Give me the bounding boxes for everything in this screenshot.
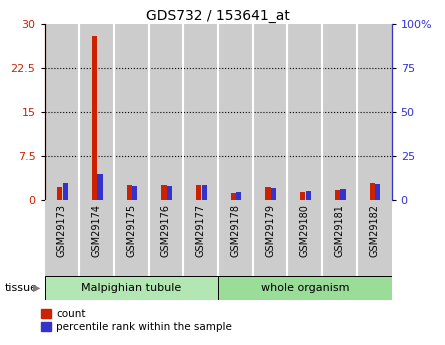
Bar bbox=[132, 186, 138, 200]
Text: GSM29177: GSM29177 bbox=[196, 204, 206, 257]
Bar bbox=[202, 185, 207, 200]
Text: GSM29176: GSM29176 bbox=[161, 204, 171, 257]
Bar bbox=[149, 200, 183, 276]
Bar bbox=[265, 187, 271, 200]
Bar bbox=[44, 24, 79, 200]
Bar bbox=[183, 24, 218, 200]
Bar bbox=[114, 200, 149, 276]
Bar bbox=[340, 189, 346, 200]
Bar bbox=[218, 276, 392, 300]
Legend: count, percentile rank within the sample: count, percentile rank within the sample bbox=[41, 309, 232, 332]
Bar bbox=[57, 187, 62, 200]
Text: GSM29174: GSM29174 bbox=[92, 204, 101, 257]
Bar bbox=[322, 24, 357, 200]
Bar bbox=[44, 276, 218, 300]
Bar bbox=[167, 186, 172, 200]
Bar bbox=[63, 183, 68, 200]
Bar bbox=[322, 200, 357, 276]
Text: GSM29180: GSM29180 bbox=[300, 204, 310, 257]
Text: GSM29175: GSM29175 bbox=[126, 204, 136, 257]
Bar bbox=[79, 200, 114, 276]
Bar bbox=[236, 192, 242, 200]
Bar bbox=[79, 24, 114, 200]
Bar bbox=[357, 200, 392, 276]
Bar bbox=[114, 24, 149, 200]
Text: ▶: ▶ bbox=[33, 283, 41, 293]
Text: tissue: tissue bbox=[4, 283, 37, 293]
Bar bbox=[253, 24, 287, 200]
Text: GSM29173: GSM29173 bbox=[57, 204, 67, 257]
Bar bbox=[335, 189, 340, 200]
Bar bbox=[183, 200, 218, 276]
Text: GSM29178: GSM29178 bbox=[231, 204, 240, 257]
Bar bbox=[97, 174, 103, 200]
Bar bbox=[126, 186, 132, 200]
Bar bbox=[375, 184, 380, 200]
Bar bbox=[218, 24, 253, 200]
Bar bbox=[231, 193, 236, 200]
Bar bbox=[92, 36, 97, 200]
Bar bbox=[271, 188, 276, 200]
Bar bbox=[253, 200, 287, 276]
Title: GDS732 / 153641_at: GDS732 / 153641_at bbox=[146, 9, 290, 23]
Bar bbox=[44, 200, 79, 276]
Bar bbox=[161, 186, 166, 200]
Text: Malpighian tubule: Malpighian tubule bbox=[81, 283, 182, 293]
Bar bbox=[306, 191, 311, 200]
Bar bbox=[44, 276, 218, 300]
Bar bbox=[149, 24, 183, 200]
Text: GSM29179: GSM29179 bbox=[265, 204, 275, 257]
Text: GSM29181: GSM29181 bbox=[335, 204, 344, 257]
Text: GSM29182: GSM29182 bbox=[369, 204, 379, 257]
Bar bbox=[196, 186, 201, 200]
Bar bbox=[369, 183, 375, 200]
Bar bbox=[218, 276, 392, 300]
Bar bbox=[287, 24, 322, 200]
Bar bbox=[218, 200, 253, 276]
Text: whole organism: whole organism bbox=[261, 283, 349, 293]
Bar bbox=[300, 193, 305, 200]
Bar bbox=[287, 200, 322, 276]
Bar bbox=[357, 24, 392, 200]
